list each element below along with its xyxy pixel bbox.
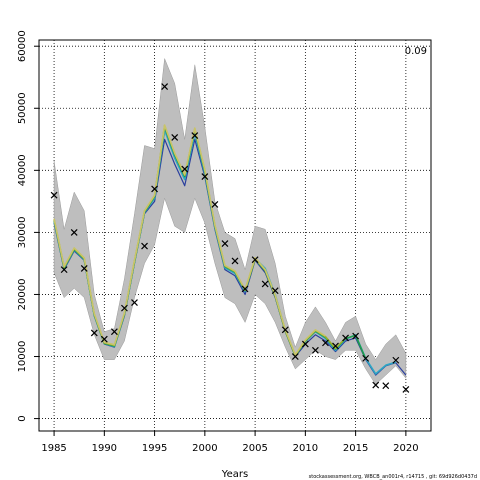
x-tick-label: 2010 — [293, 443, 318, 454]
observation-point — [261, 280, 269, 288]
observation-stroke — [181, 165, 189, 173]
y-tick-label: 20000 — [17, 279, 28, 311]
x-tick-label: 2015 — [343, 443, 368, 454]
observation-point — [221, 240, 229, 247]
observation-point — [211, 201, 219, 208]
observation-stroke — [50, 191, 58, 199]
observation-stroke — [141, 242, 148, 250]
x-tick-label: 1985 — [41, 443, 66, 454]
observation-markers — [50, 83, 410, 393]
observation-stroke — [110, 328, 118, 336]
observation-stroke — [281, 326, 289, 334]
observation-point — [181, 165, 189, 173]
observation-point — [372, 381, 380, 389]
x-tick-label: 2020 — [393, 443, 418, 454]
observation-stroke — [90, 329, 98, 337]
observation-stroke — [352, 332, 360, 340]
observation-point — [80, 264, 88, 272]
observation-stroke — [60, 266, 68, 274]
y-tick-label: 10000 — [17, 341, 28, 373]
observation-point — [161, 83, 169, 90]
observation-point — [100, 335, 108, 343]
observation-stroke — [402, 385, 410, 393]
observation-stroke — [342, 334, 349, 342]
y-axis: 0 10000 20000 30000 40000 50000 60000 — [17, 30, 39, 422]
observation-stroke — [221, 240, 229, 247]
observation-stroke — [211, 201, 219, 208]
x-tick-label: 2000 — [192, 443, 217, 454]
observation-point — [352, 332, 360, 340]
observation-point — [110, 328, 118, 336]
series-line — [53, 124, 326, 356]
y-tick-label: 0 — [17, 415, 28, 421]
observation-stroke — [392, 356, 400, 364]
observation-point — [141, 242, 148, 250]
x-tick-label: 2005 — [242, 443, 267, 454]
observation-point — [151, 185, 159, 193]
observation-point — [322, 339, 329, 347]
observation-stroke — [382, 382, 390, 390]
observation-point — [332, 342, 339, 350]
observation-stroke — [301, 340, 309, 348]
observation-stroke — [231, 257, 239, 265]
observation-stroke — [191, 132, 199, 140]
observation-point — [50, 191, 58, 199]
observation-point — [342, 334, 349, 342]
footer-credit: stockassessment.org, WBCB_an001r4, r1471… — [309, 474, 477, 480]
observation-stroke — [322, 339, 329, 347]
y-tick-label: 60000 — [17, 30, 28, 62]
observation-point — [251, 256, 259, 264]
x-tick-label: 1990 — [92, 443, 117, 454]
observation-stroke — [372, 381, 380, 389]
y-tick-label: 50000 — [17, 92, 28, 124]
observation-point — [90, 329, 98, 337]
observation-point — [291, 353, 299, 360]
confidence-band — [53, 58, 407, 385]
observation-stroke — [171, 134, 179, 141]
corner-note: 0.09 — [405, 46, 427, 57]
observation-point — [201, 173, 209, 180]
observation-point — [362, 354, 370, 362]
y-tick-label: 40000 — [17, 154, 28, 186]
observation-stroke — [201, 173, 209, 180]
observation-point — [60, 266, 68, 274]
observation-point — [402, 385, 410, 393]
observation-stroke — [241, 285, 249, 293]
observation-point — [382, 382, 390, 390]
observation-stroke — [100, 335, 108, 343]
observation-point — [271, 287, 279, 295]
x-axis: 1985 1990 1995 2000 2005 2010 2015 2020 — [41, 431, 419, 454]
x-axis-title: Years — [221, 469, 248, 480]
observation-point — [392, 356, 400, 364]
observation-stroke — [121, 304, 128, 312]
observation-point — [311, 346, 319, 354]
observation-point — [121, 304, 128, 312]
observation-stroke — [131, 299, 138, 306]
observation-stroke — [80, 264, 88, 272]
observation-stroke — [311, 346, 319, 354]
observation-stroke — [332, 342, 339, 350]
observation-point — [191, 132, 199, 140]
plot-frame — [38, 39, 432, 432]
observation-stroke — [151, 185, 159, 193]
observation-stroke — [291, 353, 299, 360]
observation-point — [70, 228, 78, 236]
observation-point — [131, 299, 138, 306]
observation-point — [171, 134, 179, 141]
observation-point — [231, 257, 239, 265]
observation-stroke — [362, 354, 370, 362]
observation-stroke — [70, 228, 78, 236]
observation-stroke — [251, 256, 259, 264]
observation-stroke — [261, 280, 269, 288]
y-tick-label: 30000 — [17, 216, 28, 248]
observation-point — [301, 340, 309, 348]
observation-stroke — [161, 83, 169, 90]
observation-point — [281, 326, 289, 334]
observation-stroke — [271, 287, 279, 295]
x-tick-label: 1995 — [142, 443, 167, 454]
observation-point — [241, 285, 249, 293]
